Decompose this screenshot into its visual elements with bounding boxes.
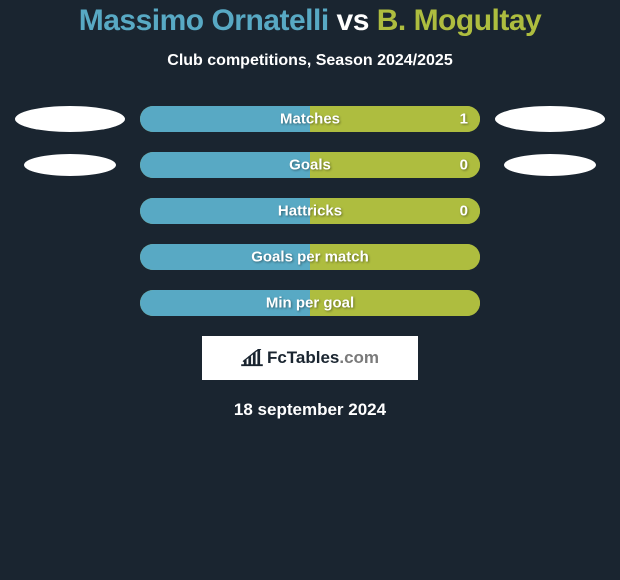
stat-label: Goals <box>289 157 331 174</box>
ellipse-icon <box>15 106 125 132</box>
date-label: 18 september 2024 <box>0 400 620 420</box>
stat-label: Matches <box>280 111 340 128</box>
logo-suffix: .com <box>339 348 379 367</box>
bar-chart-icon <box>241 349 263 367</box>
stat-value-right: 1 <box>460 111 468 128</box>
stat-label: Goals per match <box>251 249 369 266</box>
comparison-widget: Massimo Ornatelli vs B. Mogultay Club co… <box>0 0 620 420</box>
ellipse-icon <box>495 106 605 132</box>
vs-label: vs <box>337 4 369 37</box>
left-indicator <box>10 244 130 270</box>
player1-name: Massimo Ornatelli <box>79 4 329 37</box>
stat-bar: Goals 0 <box>140 152 480 178</box>
stat-value-right: 0 <box>460 157 468 174</box>
stat-value-right: 0 <box>460 203 468 220</box>
logo-box[interactable]: FcTables.com <box>202 336 418 380</box>
logo-text: FcTables.com <box>267 348 379 368</box>
right-indicator <box>490 152 610 178</box>
left-indicator <box>10 106 130 132</box>
stat-row: Hattricks 0 <box>0 198 620 224</box>
page-title: Massimo Ornatelli vs B. Mogultay <box>0 4 620 38</box>
subtitle: Club competitions, Season 2024/2025 <box>0 52 620 70</box>
bar-fill-left <box>140 152 310 178</box>
player2-name: B. Mogultay <box>377 4 542 37</box>
stat-bar: Goals per match <box>140 244 480 270</box>
left-indicator <box>10 198 130 224</box>
right-indicator <box>490 198 610 224</box>
stat-bar: Hattricks 0 <box>140 198 480 224</box>
ellipse-icon <box>504 154 596 176</box>
left-indicator <box>10 152 130 178</box>
logo-brand: FcTables <box>267 348 339 367</box>
stat-rows: Matches 1 Goals 0 Hattricks 0 Goals per match M… <box>0 106 620 316</box>
stat-label: Min per goal <box>266 295 354 312</box>
right-indicator <box>490 290 610 316</box>
stat-row: Goals per match <box>0 244 620 270</box>
bar-fill-right <box>310 152 480 178</box>
right-indicator <box>490 244 610 270</box>
stat-label: Hattricks <box>278 203 342 220</box>
right-indicator <box>490 106 610 132</box>
left-indicator <box>10 290 130 316</box>
stat-bar: Min per goal <box>140 290 480 316</box>
stat-row: Goals 0 <box>0 152 620 178</box>
ellipse-icon <box>24 154 116 176</box>
stat-bar: Matches 1 <box>140 106 480 132</box>
stat-row: Min per goal <box>0 290 620 316</box>
stat-row: Matches 1 <box>0 106 620 132</box>
